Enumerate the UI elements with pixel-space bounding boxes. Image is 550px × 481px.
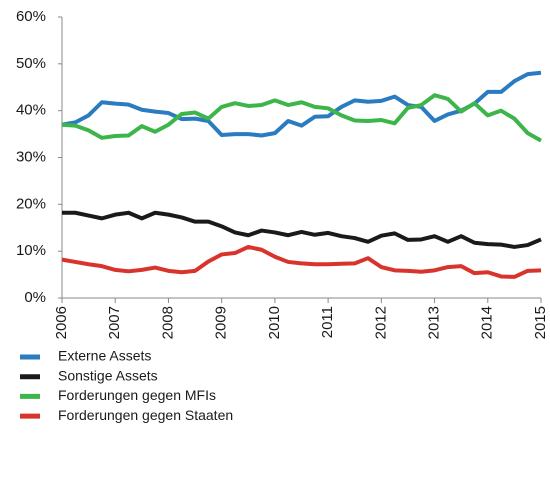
- x-tick-label: 2006: [53, 306, 70, 339]
- legend-label: Externe Assets: [58, 348, 151, 364]
- y-tick-label: 10%: [16, 242, 46, 259]
- x-tick-label: 2013: [426, 306, 443, 339]
- x-tick-label: 2008: [159, 306, 176, 339]
- series-line: [61, 93, 542, 143]
- x-tick-label: 2010: [266, 306, 283, 339]
- x-tick-label: 2014: [479, 306, 496, 339]
- y-tick-label: 60%: [16, 8, 46, 25]
- legend-label: Forderungen gegen Staaten: [58, 407, 233, 423]
- series-line: [61, 244, 542, 279]
- x-tick-label: 2009: [213, 306, 230, 339]
- legend-label: Forderungen gegen MFIs: [58, 387, 216, 403]
- series-line: [62, 210, 542, 249]
- y-tick-label: 50%: [16, 55, 46, 72]
- y-tick-label: 20%: [16, 195, 46, 212]
- legend-label: Sonstige Assets: [58, 367, 158, 383]
- y-tick-label: 40%: [16, 102, 46, 119]
- x-tick-label: 2015: [532, 306, 549, 339]
- y-tick-label: 0%: [24, 289, 46, 306]
- x-tick-label: 2011: [319, 306, 336, 338]
- y-tick-label: 30%: [16, 148, 46, 165]
- x-tick-label: 2012: [372, 306, 389, 339]
- x-tick-label: 2007: [106, 306, 123, 339]
